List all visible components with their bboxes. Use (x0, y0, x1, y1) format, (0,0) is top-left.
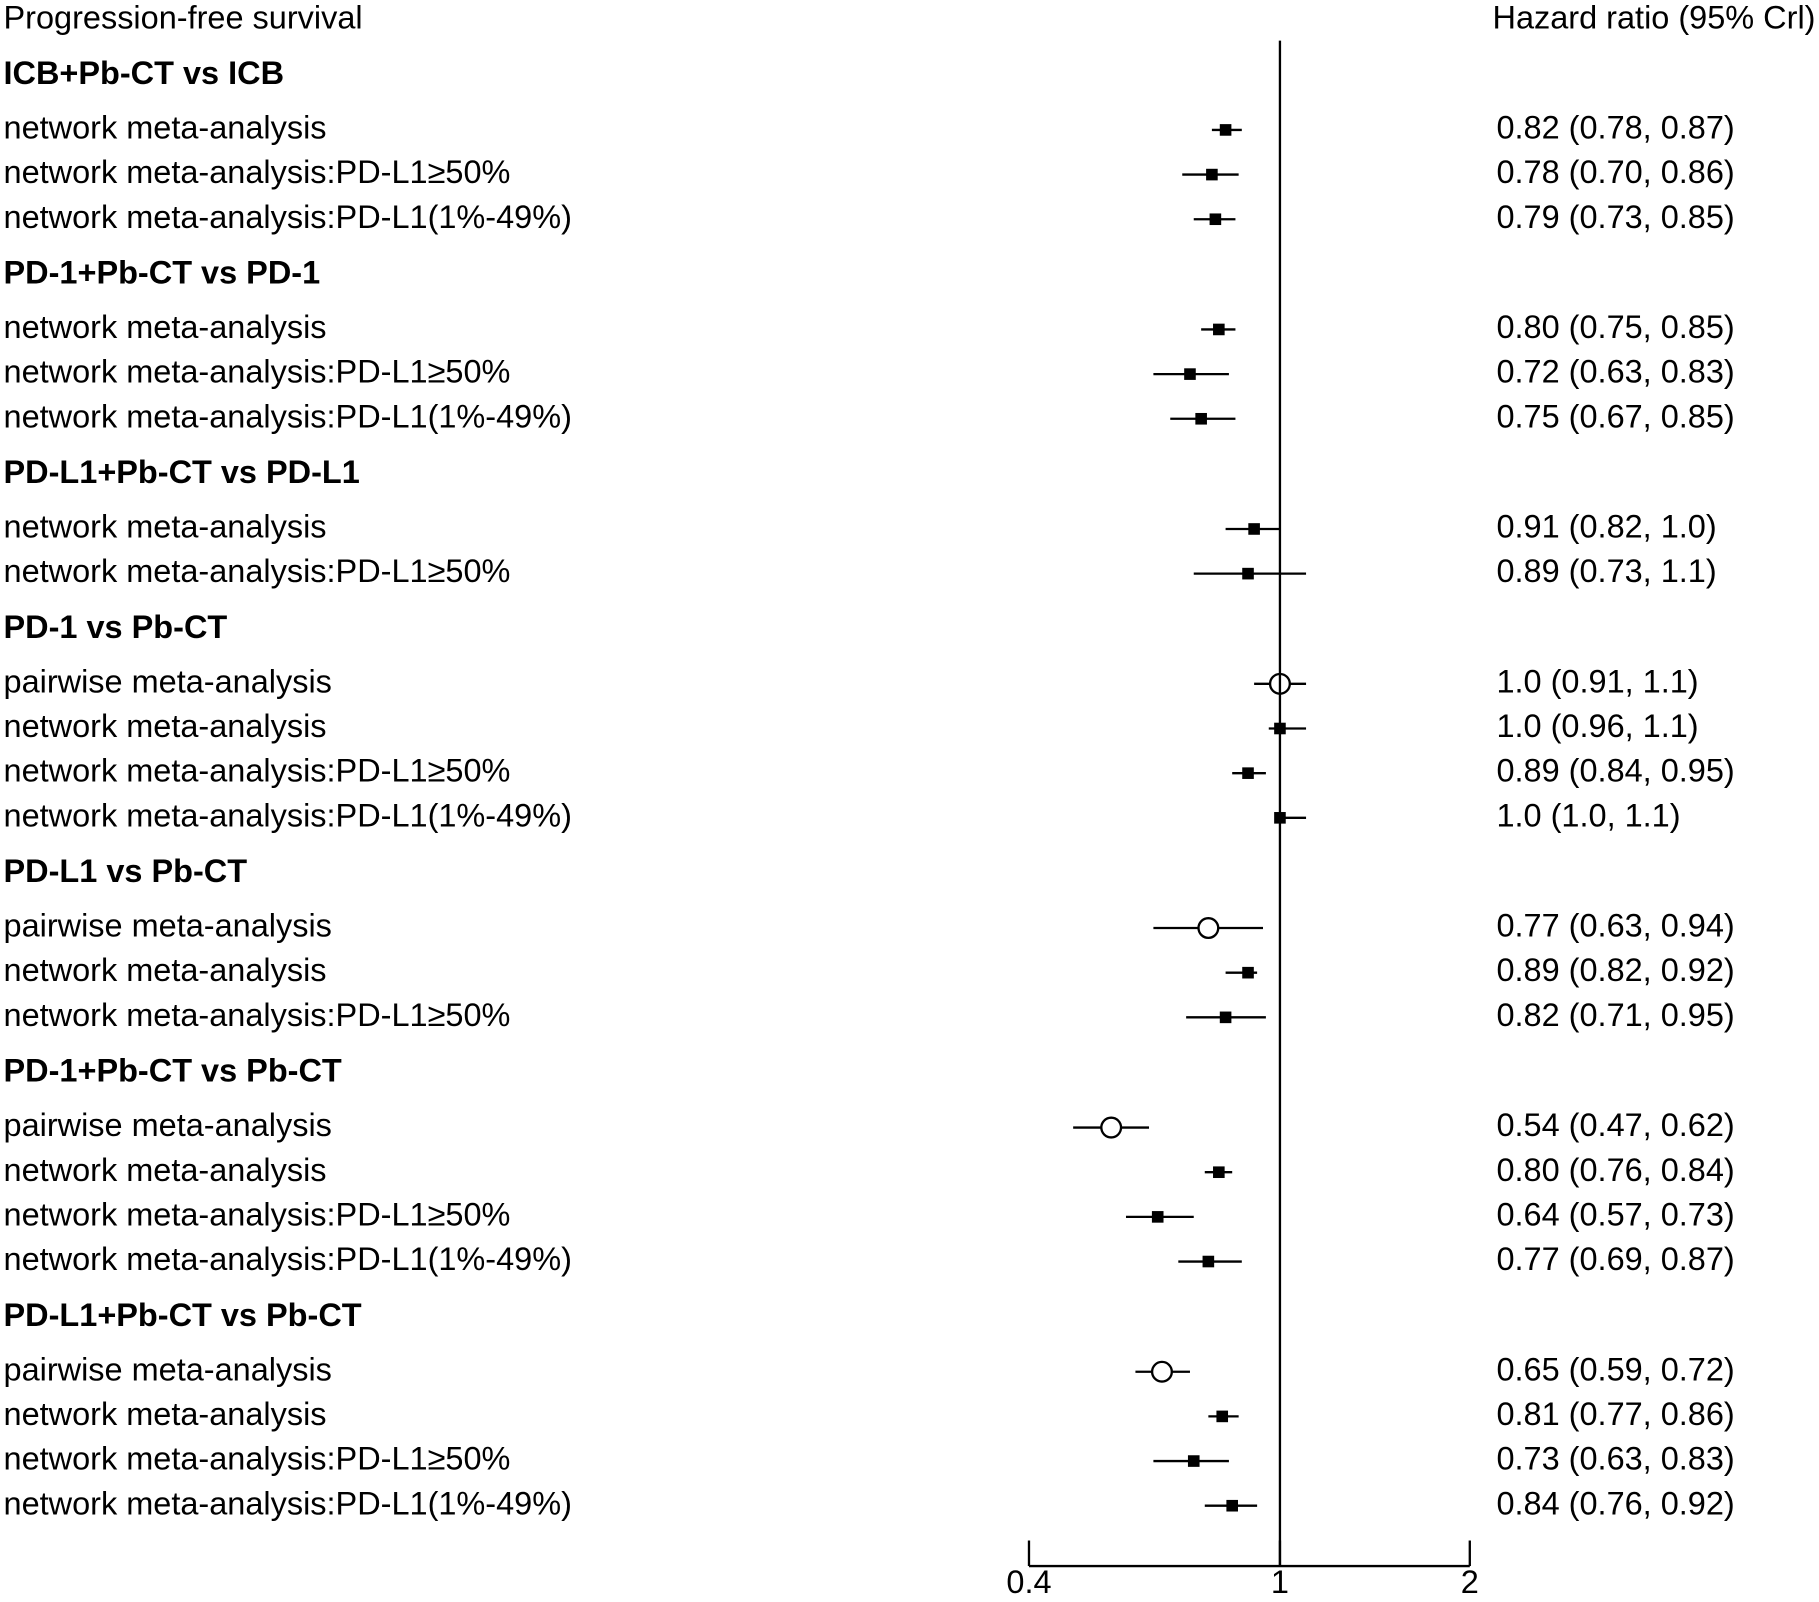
value-label: 0.81 (0.77, 0.86) (1496, 1396, 1734, 1432)
value-label: 0.89 (0.82, 0.92) (1496, 952, 1734, 988)
row-label: network meta-analysis (4, 1396, 327, 1432)
point-estimate (1206, 168, 1218, 181)
value-label: 0.77 (0.69, 0.87) (1496, 1241, 1734, 1277)
column-header: Hazard ratio (95% Crl) (1492, 0, 1815, 35)
point-estimate (1187, 1455, 1200, 1467)
row-label: network meta-analysis (4, 1152, 327, 1188)
value-label: 0.65 (0.59, 0.72) (1496, 1351, 1734, 1387)
row-label: network meta-analysis:PD-L1≥50% (4, 1441, 511, 1477)
value-label: 0.72 (0.63, 0.83) (1496, 354, 1734, 390)
chart-title: Progression-free survival (4, 0, 363, 35)
value-label: 0.75 (0.67, 0.85) (1496, 398, 1734, 434)
value-label: 0.89 (0.84, 0.95) (1496, 753, 1734, 789)
row-label: network meta-analysis (4, 952, 327, 988)
row-label: network meta-analysis:PD-L1≥50% (4, 553, 511, 589)
point-estimate (1202, 1255, 1215, 1268)
group-header: PD-L1+Pb-CT vs PD-L1 (4, 454, 360, 490)
row-label: network meta-analysis:PD-L1(1%-49%) (4, 199, 572, 235)
row-label: network meta-analysis:PD-L1≥50% (4, 354, 511, 390)
row-label: network meta-analysis:PD-L1(1%-49%) (4, 1241, 572, 1277)
row-label: network meta-analysis:PD-L1≥50% (4, 1196, 511, 1232)
point-estimate (1213, 323, 1225, 336)
row-label: network meta-analysis:PD-L1≥50% (4, 154, 511, 190)
group-header: PD-L1 vs Pb-CT (4, 853, 248, 889)
group-header: PD-1 vs Pb-CT (4, 609, 228, 645)
row-label: network meta-analysis:PD-L1≥50% (4, 997, 511, 1033)
group-header: PD-L1+Pb-CT vs Pb-CT (4, 1297, 362, 1333)
row-label: network meta-analysis (4, 309, 327, 345)
point-estimate (1213, 1166, 1225, 1179)
group-header: ICB+Pb-CT vs ICB (4, 55, 285, 91)
value-label: 0.79 (0.73, 0.85) (1496, 199, 1734, 235)
row-label: pairwise meta-analysis (4, 1107, 332, 1143)
value-label: 0.82 (0.71, 0.95) (1496, 997, 1734, 1033)
point-estimate (1197, 917, 1220, 940)
row-label: network meta-analysis (4, 708, 327, 744)
point-estimate (1219, 124, 1232, 136)
point-estimate (1226, 1499, 1238, 1512)
x-tick-label: 0.4 (1006, 1564, 1051, 1600)
value-label: 0.64 (0.57, 0.73) (1496, 1196, 1734, 1232)
point-estimate (1150, 1360, 1173, 1383)
value-label: 0.80 (0.75, 0.85) (1496, 309, 1734, 345)
point-estimate (1248, 523, 1260, 535)
value-label: 0.73 (0.63, 0.83) (1496, 1441, 1734, 1477)
value-label: 0.84 (0.76, 0.92) (1496, 1485, 1734, 1521)
row-label: network meta-analysis:PD-L1(1%-49%) (4, 797, 572, 833)
point-estimate (1242, 966, 1254, 979)
x-tick-label: 2 (1461, 1564, 1479, 1600)
row-label: network meta-analysis:PD-L1(1%-49%) (4, 1485, 572, 1521)
row-label: network meta-analysis:PD-L1(1%-49%) (4, 398, 572, 434)
value-label: 0.78 (0.70, 0.86) (1496, 154, 1734, 190)
point-estimate (1209, 213, 1222, 226)
x-tick-label: 1 (1271, 1564, 1289, 1600)
point-estimate (1151, 1211, 1164, 1223)
value-label: 1.0 (0.91, 1.1) (1496, 663, 1698, 699)
point-estimate (1242, 567, 1254, 580)
value-label: 0.89 (0.73, 1.1) (1496, 553, 1716, 589)
point-estimate (1242, 767, 1254, 779)
value-label: 0.80 (0.76, 0.84) (1496, 1152, 1734, 1188)
point-estimate (1100, 1116, 1123, 1139)
row-label: network meta-analysis (4, 110, 327, 146)
group-header: PD-1+Pb-CT vs Pb-CT (4, 1053, 342, 1089)
row-label: pairwise meta-analysis (4, 663, 332, 699)
point-estimate (1216, 1410, 1229, 1423)
value-label: 0.77 (0.63, 0.94) (1496, 908, 1734, 944)
value-label: 0.82 (0.78, 0.87) (1496, 110, 1734, 146)
point-estimate (1195, 412, 1207, 425)
point-estimate (1184, 368, 1196, 380)
row-label: network meta-analysis:PD-L1≥50% (4, 753, 511, 789)
row-label: pairwise meta-analysis (4, 1351, 332, 1387)
value-label: 1.0 (1.0, 1.1) (1496, 797, 1680, 833)
group-header: PD-1+Pb-CT vs PD-1 (4, 255, 321, 291)
value-label: 1.0 (0.96, 1.1) (1496, 708, 1698, 744)
point-estimate (1219, 1011, 1232, 1024)
row-label: network meta-analysis (4, 509, 327, 545)
value-label: 0.91 (0.82, 1.0) (1496, 509, 1716, 545)
row-label: pairwise meta-analysis (4, 908, 332, 944)
value-label: 0.54 (0.47, 0.62) (1496, 1107, 1734, 1143)
